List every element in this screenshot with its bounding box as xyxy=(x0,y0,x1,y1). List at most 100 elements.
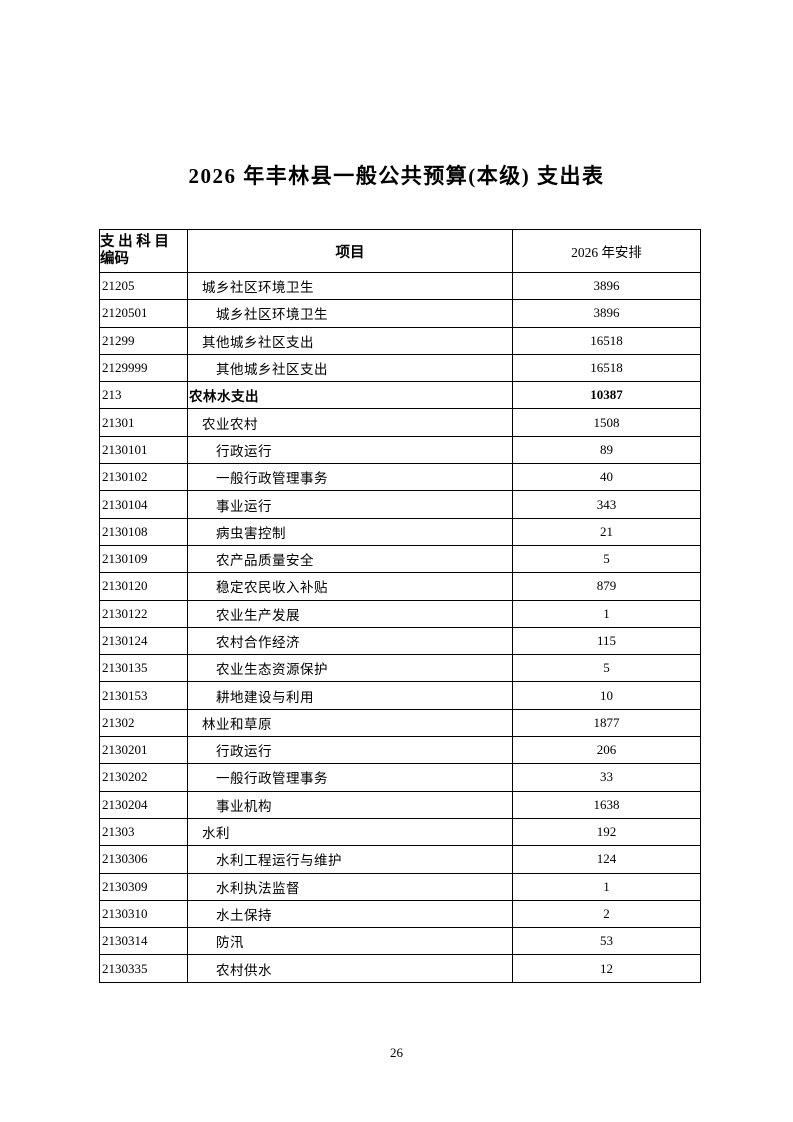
code-cell: 2130135 xyxy=(99,654,188,683)
budget-table: 支 出 科 目 编码 项目 2026 年安排 21205 城乡社区环境卫生 3896… xyxy=(99,229,701,983)
table-row: 2130122 农业生产发展 1 xyxy=(99,599,701,628)
table-row: 21302 林业和草原 1877 xyxy=(99,708,701,738)
code-cell: 2130109 xyxy=(99,544,188,574)
table-row: 2130120 稳定农民收入补贴 879 xyxy=(99,572,701,601)
amount-cell: 89 xyxy=(512,435,701,465)
table-row: 2130104 事业运行 343 xyxy=(99,490,701,519)
table-row: 21303 水利 192 xyxy=(99,817,701,847)
amount-cell: 879 xyxy=(512,572,701,601)
item-cell: 耕地建设与利用 xyxy=(187,681,513,710)
item-cell: 其他城乡社区支出 xyxy=(187,326,513,355)
item-cell: 稳定农民收入补贴 xyxy=(187,572,513,601)
amount-cell: 40 xyxy=(512,463,701,492)
item-cell: 一般行政管理事务 xyxy=(187,463,513,492)
amount-cell: 192 xyxy=(512,817,701,847)
code-cell: 2130101 xyxy=(99,435,188,465)
amount-cell: 206 xyxy=(512,736,701,765)
item-cell: 事业运行 xyxy=(187,490,513,519)
code-cell: 213 xyxy=(99,381,188,410)
code-cell: 2130108 xyxy=(99,517,188,546)
item-cell: 水土保持 xyxy=(187,899,513,929)
item-cell: 农村供水 xyxy=(187,954,513,983)
code-cell: 2130122 xyxy=(99,599,188,628)
table-row: 2130306 水利工程运行与维护 124 xyxy=(99,845,701,874)
code-cell: 2130314 xyxy=(99,927,188,956)
header-amount-2026: 2026 年安排 xyxy=(512,229,701,273)
amount-cell: 12 xyxy=(512,954,701,983)
item-cell: 事业机构 xyxy=(187,790,513,819)
item-cell: 城乡社区环境卫生 xyxy=(187,271,513,301)
amount-cell: 3896 xyxy=(512,271,701,301)
amount-cell: 3896 xyxy=(512,299,701,328)
table-row: 2130124 农村合作经济 115 xyxy=(99,626,701,656)
amount-cell: 5 xyxy=(512,654,701,683)
table-row: 2130202 一般行政管理事务 33 xyxy=(99,763,701,792)
amount-cell: 1877 xyxy=(512,708,701,738)
code-cell: 2130102 xyxy=(99,463,188,492)
table-row: 21299 其他城乡社区支出 16518 xyxy=(99,326,701,355)
item-cell: 农产品质量安全 xyxy=(187,544,513,574)
code-cell: 2130306 xyxy=(99,845,188,874)
code-cell: 21303 xyxy=(99,817,188,847)
code-cell: 2120501 xyxy=(99,299,188,328)
item-cell: 农业生产发展 xyxy=(187,599,513,628)
table-row: 2130309 水利执法监督 1 xyxy=(99,872,701,901)
amount-cell: 16518 xyxy=(512,326,701,355)
amount-cell: 1508 xyxy=(512,408,701,437)
table-row: 2130135 农业生态资源保护 5 xyxy=(99,654,701,683)
amount-cell: 21 xyxy=(512,517,701,546)
table-row: 2130109 农产品质量安全 5 xyxy=(99,544,701,574)
table-row: 2130153 耕地建设与利用 10 xyxy=(99,681,701,710)
code-cell: 21301 xyxy=(99,408,188,437)
code-cell: 2130202 xyxy=(99,763,188,792)
code-cell: 21299 xyxy=(99,326,188,355)
amount-cell: 5 xyxy=(512,544,701,574)
amount-cell: 2 xyxy=(512,899,701,929)
amount-cell: 1 xyxy=(512,872,701,901)
table-row: 2130101 行政运行 89 xyxy=(99,435,701,465)
item-cell: 行政运行 xyxy=(187,736,513,765)
table-row: 213 农林水支出 10387 xyxy=(99,381,701,410)
item-cell: 水利 xyxy=(187,817,513,847)
amount-cell: 1 xyxy=(512,599,701,628)
document-title: 2026 年丰林县一般公共预算(本级) 支出表 xyxy=(188,164,605,188)
code-cell: 21205 xyxy=(99,271,188,301)
item-cell: 行政运行 xyxy=(187,435,513,465)
item-cell: 其他城乡社区支出 xyxy=(187,353,513,383)
code-cell: 2130120 xyxy=(99,572,188,601)
amount-cell: 10387 xyxy=(512,381,701,410)
table-row: 2129999 其他城乡社区支出 16518 xyxy=(99,353,701,383)
item-cell: 林业和草原 xyxy=(187,708,513,738)
table-row: 2130335 农村供水 12 xyxy=(99,954,701,983)
item-cell: 一般行政管理事务 xyxy=(187,763,513,792)
table-row: 2120501 城乡社区环境卫生 3896 xyxy=(99,299,701,328)
header-expenditure-code: 支 出 科 目 编码 xyxy=(99,229,188,273)
table-row: 2130314 防汛 53 xyxy=(99,927,701,956)
item-cell: 农业农村 xyxy=(187,408,513,437)
code-cell: 2130153 xyxy=(99,681,188,710)
header-code-line2: 编码 xyxy=(100,251,130,267)
amount-cell: 1638 xyxy=(512,790,701,819)
table-row: 21205 城乡社区环境卫生 3896 xyxy=(99,271,701,301)
table-row: 2130201 行政运行 206 xyxy=(99,736,701,765)
item-cell: 水利执法监督 xyxy=(187,872,513,901)
page-number: 26 xyxy=(390,1045,403,1060)
amount-cell: 10 xyxy=(512,681,701,710)
code-cell: 2130309 xyxy=(99,872,188,901)
amount-cell: 53 xyxy=(512,927,701,956)
amount-cell: 115 xyxy=(512,626,701,656)
item-cell: 防汛 xyxy=(187,927,513,956)
amount-cell: 124 xyxy=(512,845,701,874)
table-row: 2130310 水土保持 2 xyxy=(99,899,701,929)
header-code-line1: 支 出 科 目 xyxy=(100,234,169,250)
code-cell: 2129999 xyxy=(99,353,188,383)
code-cell: 2130201 xyxy=(99,736,188,765)
code-cell: 2130310 xyxy=(99,899,188,929)
code-cell: 2130124 xyxy=(99,626,188,656)
amount-cell: 343 xyxy=(512,490,701,519)
table-row: 21301 农业农村 1508 xyxy=(99,408,701,437)
header-row: 支 出 科 目 编码 项目 2026 年安排 xyxy=(99,229,701,273)
item-cell: 农村合作经济 xyxy=(187,626,513,656)
item-cell: 城乡社区环境卫生 xyxy=(187,299,513,328)
